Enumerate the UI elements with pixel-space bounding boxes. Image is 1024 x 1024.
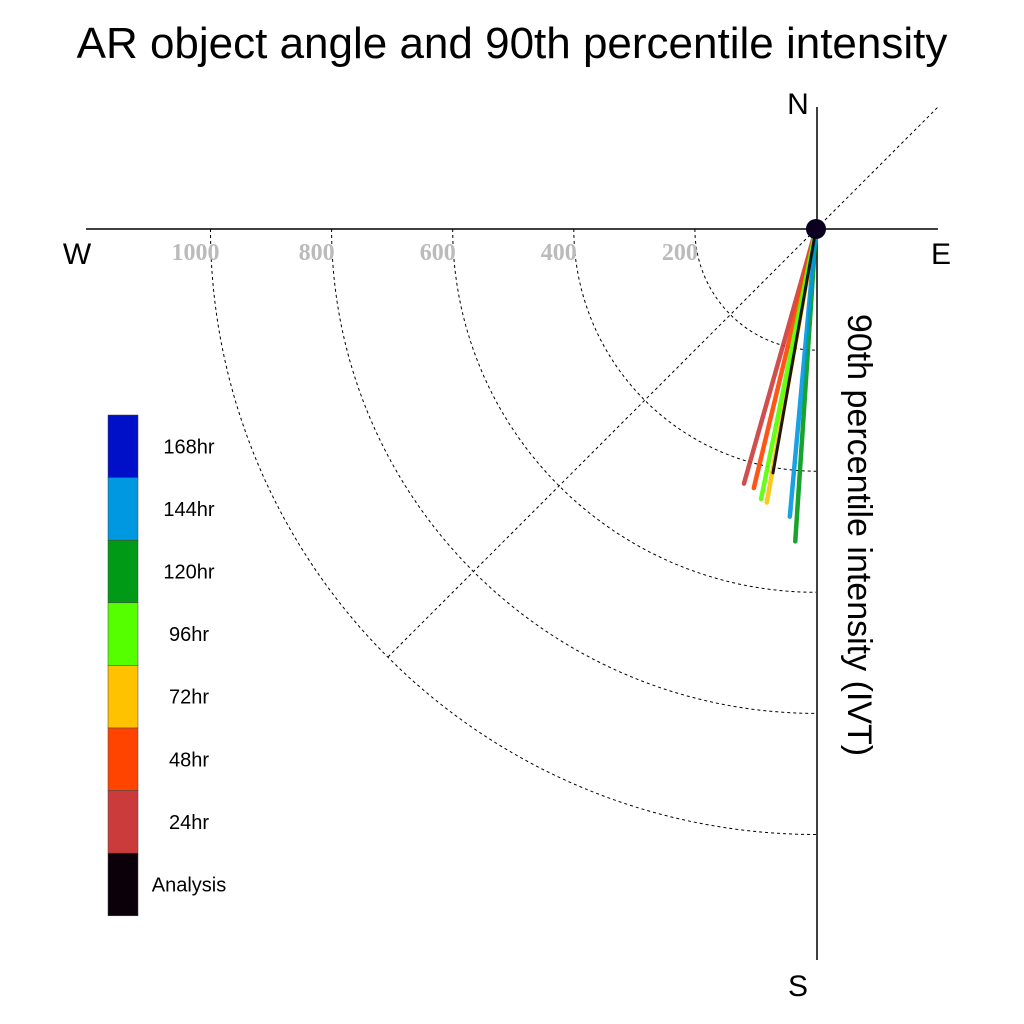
legend-label: 72hr [169,687,209,709]
series-line [771,227,818,475]
radial-tick-label: 200 [662,240,698,266]
legend-label: 144hr [163,499,214,521]
y-axis-label: 90th percentile intensity (IVT) [840,314,878,756]
range-ring [452,228,817,593]
radial-tick-label: 400 [541,240,577,266]
legend-swatch [107,602,139,666]
radial-tick-labels: 200 400 600 800 1000 [172,240,698,266]
legend-swatch [107,852,139,917]
legend: 168hr 144hr 120hr 96hr 72hr 48hr 24hr Analysis [107,414,226,917]
radial-tick-label: 1000 [172,240,220,266]
compass-south: S [788,970,808,1003]
legend-swatch [107,665,139,729]
legend-label: Analysis [152,875,226,897]
legend-label: 48hr [169,749,209,771]
chart-title: AR object angle and 90th percentile inte… [77,19,948,68]
radial-tick-label: 800 [299,240,335,266]
legend-swatch [107,539,139,604]
compass-west: W [63,238,92,271]
origin-marker [806,219,826,239]
diagonal-guide [387,106,939,658]
range-ring [210,228,817,835]
compass-east: E [931,238,951,271]
range-ring [331,228,817,714]
legend-swatch [107,790,139,854]
legend-label: 96hr [169,624,209,646]
radial-tick-label: 600 [420,240,456,266]
legend-label: 168hr [163,436,214,458]
legend-label: 24hr [169,812,209,834]
legend-swatch [107,477,139,541]
series-lines [741,226,819,544]
compass-north: N [787,88,809,121]
legend-swatch [107,414,139,478]
legend-label: 120hr [163,562,214,584]
legend-swatch [107,727,139,791]
series-line [787,226,819,519]
